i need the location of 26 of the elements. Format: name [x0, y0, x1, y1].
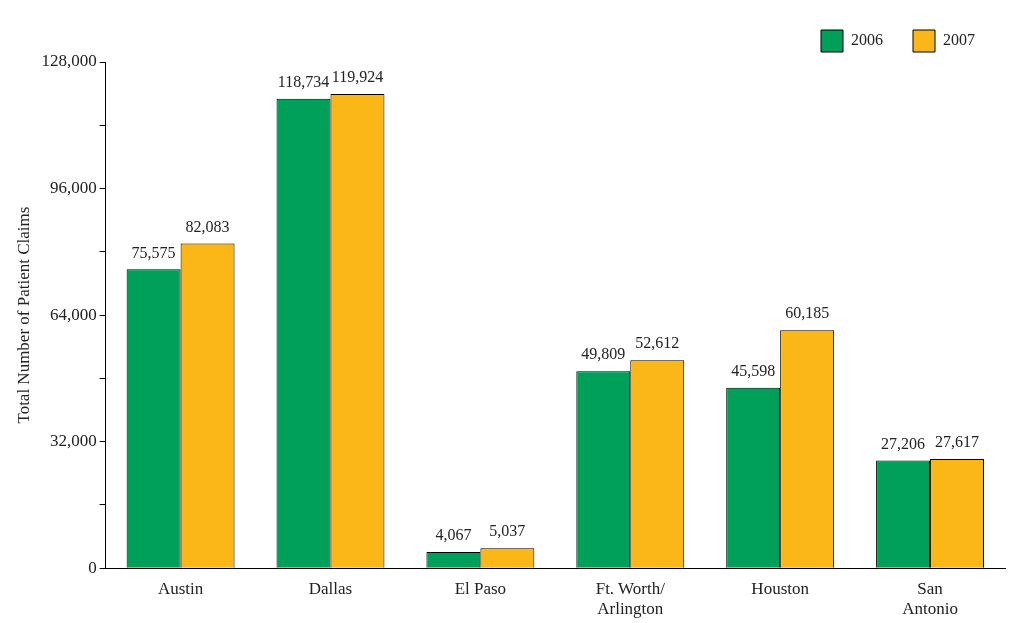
y-tick-label: 128,000: [41, 51, 97, 71]
x-tick-label: Austin: [157, 578, 204, 598]
data-label: 82,083: [185, 217, 230, 235]
legend-label: 2006: [851, 31, 883, 49]
data-label: 27,206: [881, 434, 926, 452]
data-label: 75,575: [131, 243, 176, 261]
data-label: 118,734: [277, 72, 330, 90]
data-label: 52,612: [635, 334, 680, 352]
data-label: 27,617: [935, 433, 980, 451]
data-label: 5,037: [489, 522, 526, 540]
y-tick-label: 96,000: [49, 178, 97, 198]
x-tick-label: Ft. Worth/ Arlington: [595, 578, 666, 619]
y-axis-title: Total Number of Patient Claims: [13, 206, 33, 424]
data-label: 45,598: [731, 362, 776, 380]
x-tick-label: El Paso: [454, 578, 507, 598]
y-tick-label: 32,000: [49, 431, 97, 451]
data-label: 119,924: [331, 68, 384, 86]
x-tick-label: Houston: [751, 578, 810, 598]
data-label: 4,067: [435, 526, 472, 544]
x-tick-label: Dallas: [308, 578, 353, 598]
y-tick-label: 64,000: [49, 304, 97, 324]
legend-label: 2007: [943, 31, 975, 49]
data-label: 49,809: [581, 345, 626, 363]
y-tick-label: 0: [88, 557, 97, 577]
data-label: 60,185: [785, 304, 830, 322]
x-tick-label: San Antonio: [902, 578, 958, 619]
